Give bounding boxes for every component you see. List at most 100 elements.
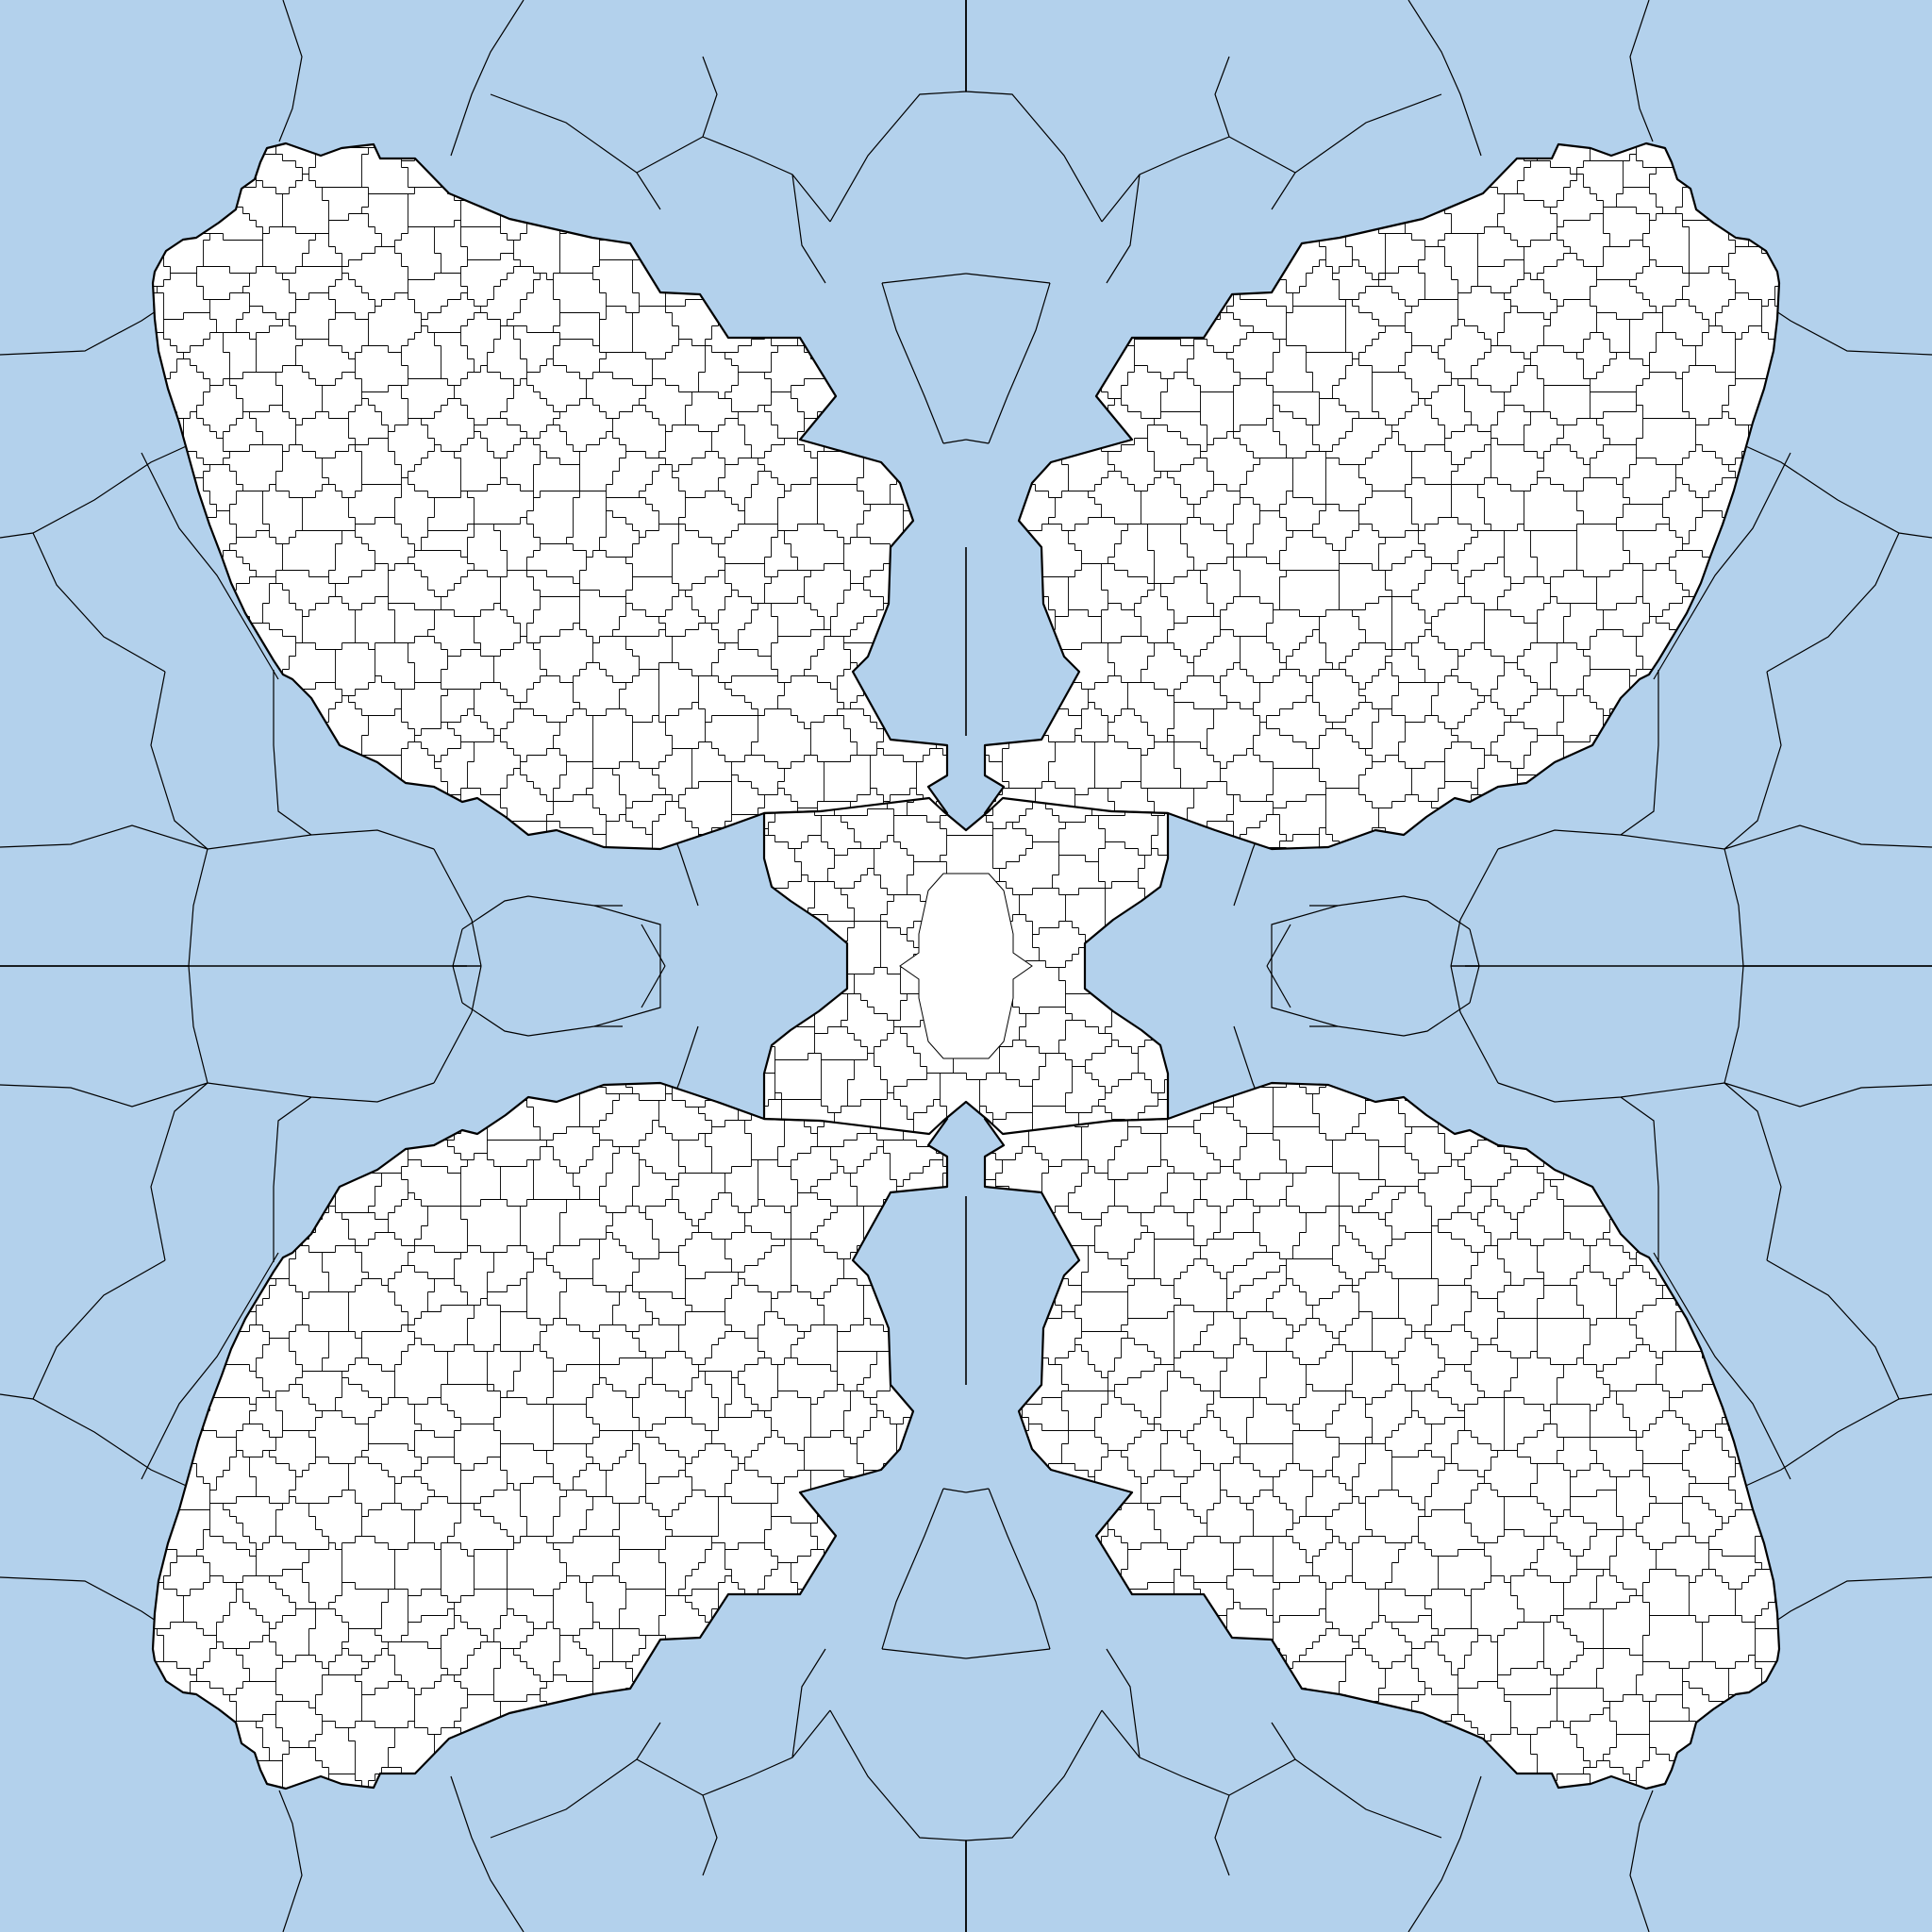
water-cell-edge [1266,965,1291,1008]
water-cell-edge [1271,1722,1442,1839]
water-cell-edge [1101,136,1230,223]
water-cell-edge [791,1648,826,1758]
water-cell-edge [461,895,623,930]
coastline [151,142,949,851]
water-cell-edge [1724,1082,1782,1261]
water-cell-edge [1106,174,1141,284]
water-cell-edge [942,1488,967,1493]
water-cell-edge [1724,671,1782,850]
cell-edges [153,1083,947,1789]
water-cell-edge [1214,1758,1296,1876]
water-cell-edge [141,452,279,680]
water-cell-edge [207,1082,435,1103]
water-cell-edge [1309,1002,1471,1037]
water-cell-edge [1497,829,1725,850]
water-cell-edge [881,273,967,284]
water-cell-edge [32,532,166,673]
water-cell-edge [791,174,826,284]
water-cell-edge [988,1488,1051,1650]
water-cell-edge [0,824,208,850]
water-cell-edge [188,965,208,1084]
water-cell-edge [1653,452,1791,680]
water-cell-edge [593,966,661,1027]
water-cell-edge [965,273,1051,284]
water-cell-edge [0,1082,208,1108]
water-cell-edge [450,1775,525,1932]
water-cell-edge [965,1648,1051,1659]
water-cell-edge [433,965,482,1084]
water-cell-edge [1407,0,1482,157]
water-cell-edge [1450,848,1499,967]
water-cell-edge [278,0,303,142]
water-cell-edge [207,829,435,850]
land-fill [153,143,947,849]
water-cell-edge [881,282,944,444]
center-cell [899,873,1033,1059]
water-cell-edge [1271,966,1339,1027]
water-cell-edge [490,1722,661,1839]
water-cell-edge [942,439,967,444]
land-fill [153,1083,947,1789]
water-cell-edge [461,1002,623,1037]
coastline [983,1081,1781,1790]
water-cell-edge [881,1648,967,1659]
water-cell-edge [1724,1082,1932,1108]
water-cell-edge [1106,1648,1141,1758]
water-cell-edge [1101,1709,1230,1796]
water-cell-edge [965,1488,990,1493]
water-cell-edge [452,928,463,967]
water-cell-edge [0,438,204,539]
land-fill [985,143,1779,849]
water-cell-edge [1629,1790,1654,1932]
lobe-bottom-right [983,1081,1781,1790]
water-cell-edge [1271,905,1339,966]
water-cell-edge [150,1082,208,1261]
water-cell-edge [702,1709,831,1796]
lobe-top-left [151,142,949,851]
water-cell-edge [965,439,990,444]
water-cell-edge [490,93,661,210]
water-cell-edge [641,924,666,967]
water-cell-edge [1724,824,1932,850]
land-regions [151,142,1781,1790]
water-cell-edge [1407,1775,1482,1932]
water-cell-edge [1271,93,1442,210]
water-cell-edge [1266,924,1291,967]
water-cell-edge [150,671,208,850]
water-cell-edge [1724,848,1744,967]
coastline [151,1081,949,1790]
land-fill [985,1083,1779,1789]
water-cell-edge [1724,965,1744,1084]
water-cell-edge [0,1393,204,1494]
water-cell-edge [988,282,1051,444]
water-cell-edge [1450,965,1499,1084]
coastline [983,142,1781,851]
water-cell-edge [1469,928,1480,967]
water-cell-edge [636,1758,718,1876]
coastline [762,796,1170,1136]
water-cell-edge [273,670,312,836]
water-cell-edge [1653,1252,1791,1480]
water-cell-edge [1309,895,1471,930]
water-cell-edge [1620,1096,1659,1262]
cell-edge-path [153,1083,947,1789]
water-cell-edge [273,1096,312,1262]
water-cell-edge [1728,438,1932,539]
water-cell-edge [141,1252,279,1480]
water-cell-edge [450,0,525,157]
water-cell-edge [1728,1393,1932,1494]
water-cell-edge [32,1259,166,1400]
water-cell-edge [1497,1082,1725,1103]
water-cell-edge [636,56,718,174]
water-cell-edge [278,1790,303,1932]
water-cell-edge [433,848,482,967]
water-cell-edge [1766,1259,1900,1400]
water-cell-edge [1469,965,1480,1004]
water-cell-edge [1214,56,1296,174]
water-cell-edge [593,905,661,966]
water-cell-edge [881,1488,944,1650]
water-cell-edge [1629,0,1654,142]
water-cell-edge [188,848,208,967]
